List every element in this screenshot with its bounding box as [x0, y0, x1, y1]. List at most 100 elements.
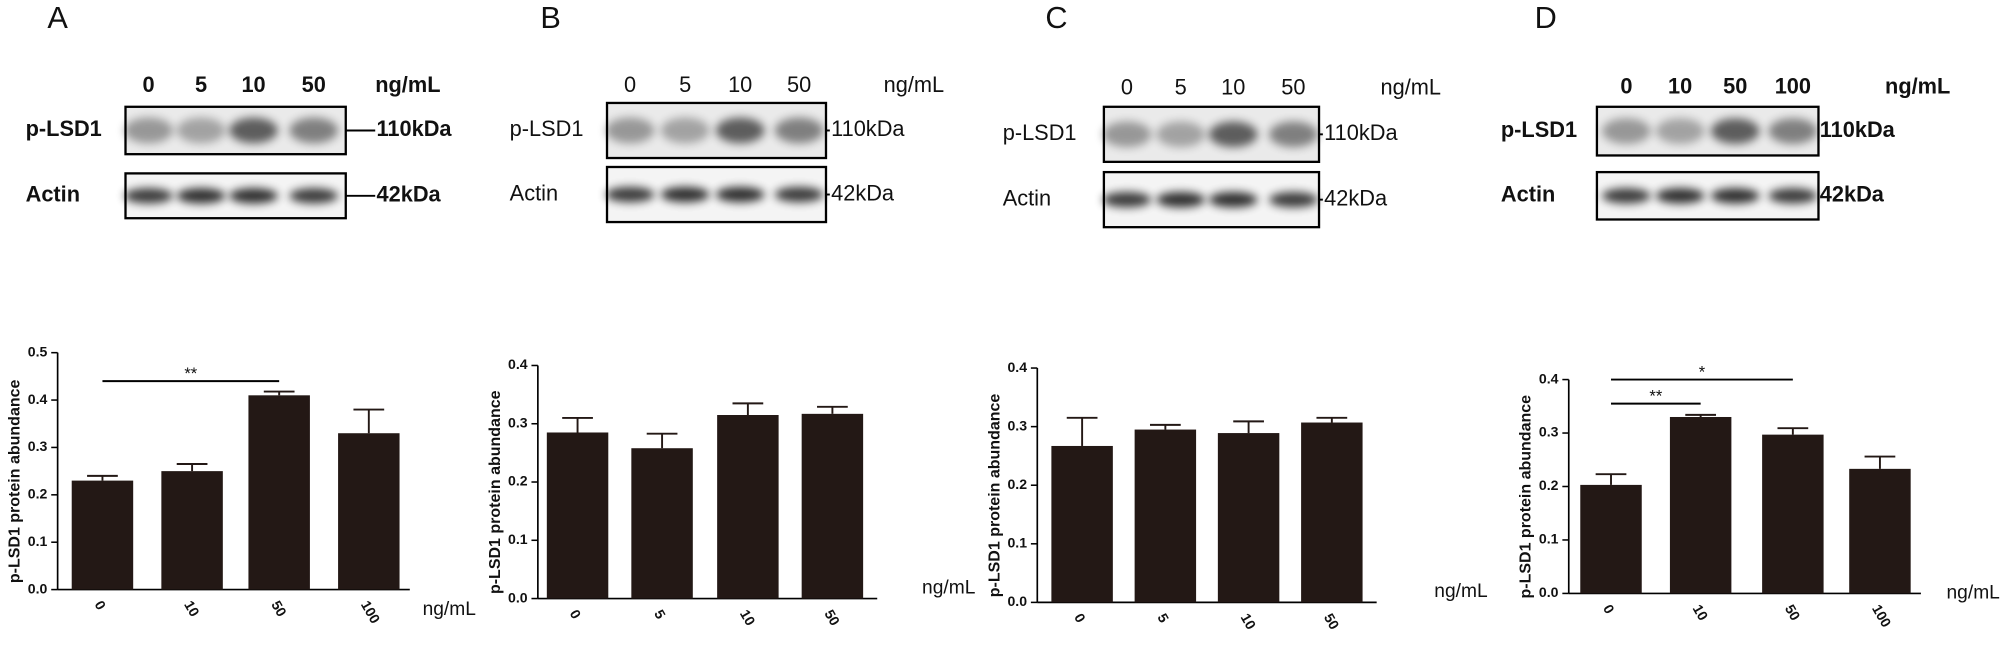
blot-band [229, 188, 278, 204]
x-axis-label: ng/mL [1434, 581, 1488, 602]
y-tick-label: 0.1 [28, 533, 48, 549]
lane-label: 5 [679, 72, 691, 97]
lane-label: 10 [1221, 75, 1245, 100]
y-tick-label: 0.3 [508, 414, 528, 430]
y-tick-label: 0.3 [1539, 424, 1559, 440]
bar [1051, 445, 1113, 603]
lane-label: 100 [1775, 73, 1811, 98]
x-tick-label: 0 [1600, 602, 1618, 617]
blot-row-label: Actin [1003, 185, 1051, 210]
blot-unit: ng/mL [1885, 73, 1950, 98]
significance-mark: ** [1649, 387, 1662, 406]
x-tick-label: 50 [268, 598, 290, 620]
x-axis-label: ng/mL [1947, 583, 2001, 604]
blot-band [1655, 188, 1705, 204]
x-tick-label: 10 [1690, 602, 1712, 624]
y-tick-label: 0.4 [1539, 370, 1559, 386]
blot-row-label: p-LSD1 [510, 116, 584, 141]
size-label: 42kDa [831, 180, 895, 205]
lane-label: 5 [195, 72, 207, 97]
blot-unit: ng/mL [1381, 75, 1442, 100]
y-tick-label: 0.2 [508, 473, 528, 489]
blot-band [124, 117, 173, 144]
y-tick-label: 0.2 [1539, 477, 1559, 493]
blot-band [1156, 191, 1206, 208]
blot-band [1102, 121, 1152, 148]
blot-row-label: Actin [1501, 182, 1555, 207]
x-tick-label: 10 [737, 607, 759, 629]
blot-band [1269, 191, 1318, 208]
blot-band [774, 117, 824, 144]
blot-band [1768, 118, 1818, 144]
bar [801, 413, 864, 599]
y-tick-label: 0.1 [508, 531, 528, 547]
blot-row-label: p-LSD1 [26, 116, 102, 141]
y-tick-label: 0.0 [1007, 593, 1027, 609]
blot-band [289, 117, 339, 144]
lane-label: 5 [1175, 75, 1187, 100]
blot-band [176, 117, 226, 144]
lane-label: 50 [302, 72, 326, 97]
blot-band [229, 117, 278, 144]
size-label: 110kDa [1324, 120, 1398, 145]
blot-row-label: p-LSD1 [1501, 117, 1577, 142]
bar [1849, 468, 1911, 594]
y-axis-label: p-LSD1 protein abundance [986, 394, 1003, 598]
y-tick-label: 0.0 [1539, 584, 1559, 600]
blot-row-label: p-LSD1 [1003, 120, 1077, 145]
blot-band [1710, 118, 1760, 144]
bar [1134, 429, 1197, 603]
y-tick-label: 0.4 [508, 356, 528, 372]
y-axis-label: p-LSD1 protein abundance [1518, 395, 1535, 599]
blot-band [1655, 118, 1705, 144]
bar [71, 480, 134, 590]
x-tick-label: 5 [651, 607, 669, 622]
bar [717, 415, 779, 599]
bar [1217, 433, 1280, 603]
blot-band [774, 186, 824, 203]
y-tick-label: 0.0 [508, 589, 528, 605]
y-tick-label: 0.1 [1539, 531, 1559, 547]
lane-label: 10 [241, 72, 265, 97]
size-label: 110kDa [1820, 117, 1896, 142]
blot-band [1208, 121, 1258, 148]
size-label: 42kDa [377, 182, 442, 207]
significance-mark: ** [184, 364, 197, 383]
blot-unit: ng/mL [375, 72, 440, 97]
panel-label: B [540, 0, 561, 35]
blot-band [1602, 118, 1651, 144]
x-tick-label: 5 [1154, 611, 1172, 626]
blot-band [1156, 121, 1206, 148]
x-tick-label: 10 [1238, 611, 1260, 633]
bar [161, 471, 223, 590]
x-tick-label: 50 [821, 607, 843, 629]
blot-unit: ng/mL [884, 72, 945, 97]
blot-row-label: Actin [510, 180, 558, 205]
x-tick-label: 0 [567, 607, 585, 622]
x-tick-label: 10 [181, 598, 203, 620]
bar [248, 395, 310, 590]
lane-label: 50 [1723, 73, 1747, 98]
x-tick-label: 50 [1321, 611, 1343, 633]
blot-band [605, 117, 655, 144]
x-tick-label: 100 [358, 598, 384, 626]
bar [1762, 434, 1824, 594]
y-tick-label: 0.2 [28, 486, 48, 502]
bar [1580, 484, 1642, 594]
bar [1301, 422, 1363, 603]
y-tick-label: 0.3 [28, 438, 48, 454]
y-tick-label: 0.1 [1007, 535, 1027, 551]
blot-band [124, 188, 173, 204]
size-label: 42kDa [1820, 182, 1885, 207]
lane-label: 0 [142, 72, 154, 97]
blot-band [715, 186, 765, 203]
size-label: 42kDa [1324, 185, 1388, 210]
lane-label: 10 [728, 72, 752, 97]
bar [631, 448, 693, 599]
blot-band [176, 188, 226, 204]
x-axis-label: ng/mL [922, 577, 976, 598]
bar [338, 433, 400, 590]
panel-label: D [1535, 0, 1557, 35]
y-tick-label: 0.4 [28, 391, 48, 407]
size-label: 110kDa [377, 116, 453, 141]
